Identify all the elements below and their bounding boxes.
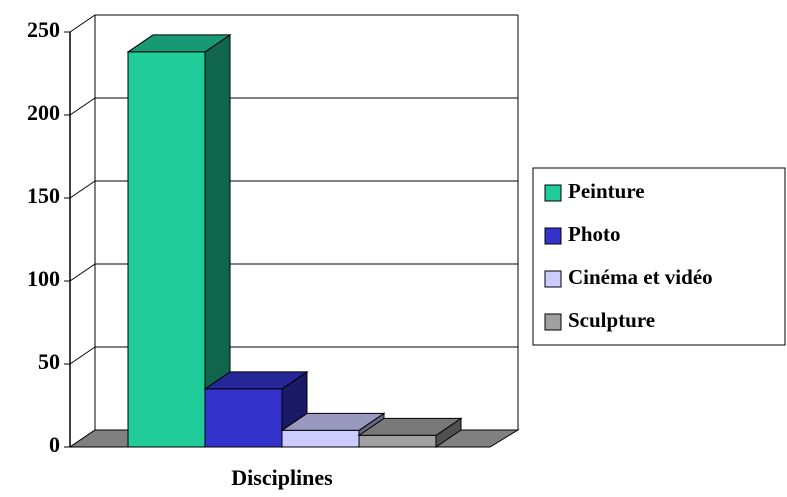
y-tick-label: 250: [27, 17, 60, 42]
bar: [281, 429, 360, 448]
legend-swatch: [544, 313, 562, 331]
legend-label: Photo: [568, 222, 621, 246]
grid-line-side: [69, 97, 96, 116]
legend-label: Cinéma et vidéo: [568, 265, 713, 289]
legend-swatch: [544, 270, 562, 288]
y-tick-label: 100: [27, 266, 60, 291]
grid-line-side: [69, 14, 96, 33]
bar: [127, 51, 206, 448]
y-tick-label: 50: [38, 349, 60, 374]
legend-swatch: [544, 227, 562, 245]
legend-label: Sculpture: [568, 308, 655, 332]
legend-box: [532, 167, 786, 346]
grid-line-side: [69, 180, 96, 199]
legend-swatch: [544, 184, 562, 202]
y-tick-label: 0: [49, 432, 60, 457]
legend-label: Peinture: [568, 179, 645, 203]
grid-line-side: [69, 263, 96, 282]
y-tick-label: 150: [27, 183, 60, 208]
y-tick-label: 200: [27, 100, 60, 125]
bar: [204, 388, 283, 448]
x-tick-label: Disciplines: [231, 465, 333, 490]
bar: [358, 434, 437, 448]
grid-line-side: [69, 346, 96, 365]
